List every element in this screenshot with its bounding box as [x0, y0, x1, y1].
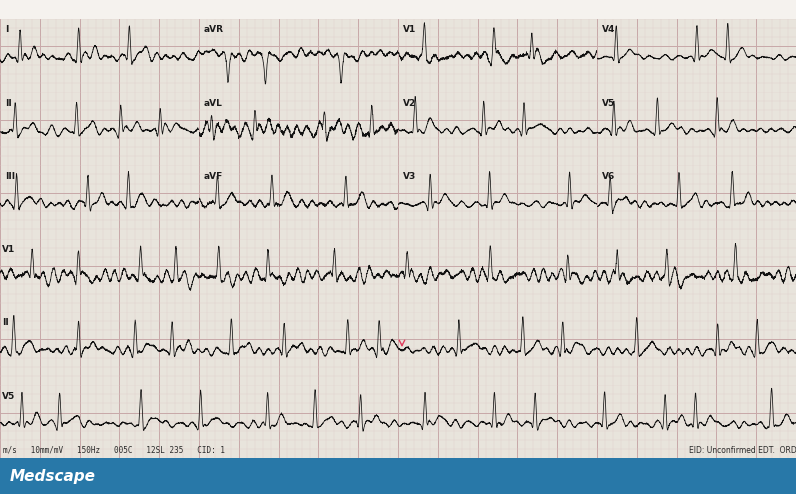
Text: II: II [2, 319, 9, 328]
Text: V2: V2 [403, 99, 416, 108]
Text: m/s   10mm/mV   150Hz   005C   12SL 235   CID: 1: m/s 10mm/mV 150Hz 005C 12SL 235 CID: 1 [3, 446, 225, 455]
Text: I: I [5, 25, 8, 35]
Text: V3: V3 [403, 172, 416, 181]
Text: aVL: aVL [204, 99, 223, 108]
Text: V4: V4 [602, 25, 615, 35]
Text: aVF: aVF [204, 172, 223, 181]
Text: V1: V1 [2, 245, 16, 254]
Text: V1: V1 [403, 25, 416, 35]
Text: II: II [5, 99, 12, 108]
Text: V6: V6 [602, 172, 615, 181]
Text: V5: V5 [602, 99, 615, 108]
Text: aVR: aVR [204, 25, 224, 35]
Text: EID: Unconfirmed EDT.  ORDER: EID: Unconfirmed EDT. ORDER [689, 446, 796, 455]
Text: Medscape: Medscape [10, 469, 96, 485]
Text: III: III [5, 172, 15, 181]
Text: V5: V5 [2, 392, 16, 401]
